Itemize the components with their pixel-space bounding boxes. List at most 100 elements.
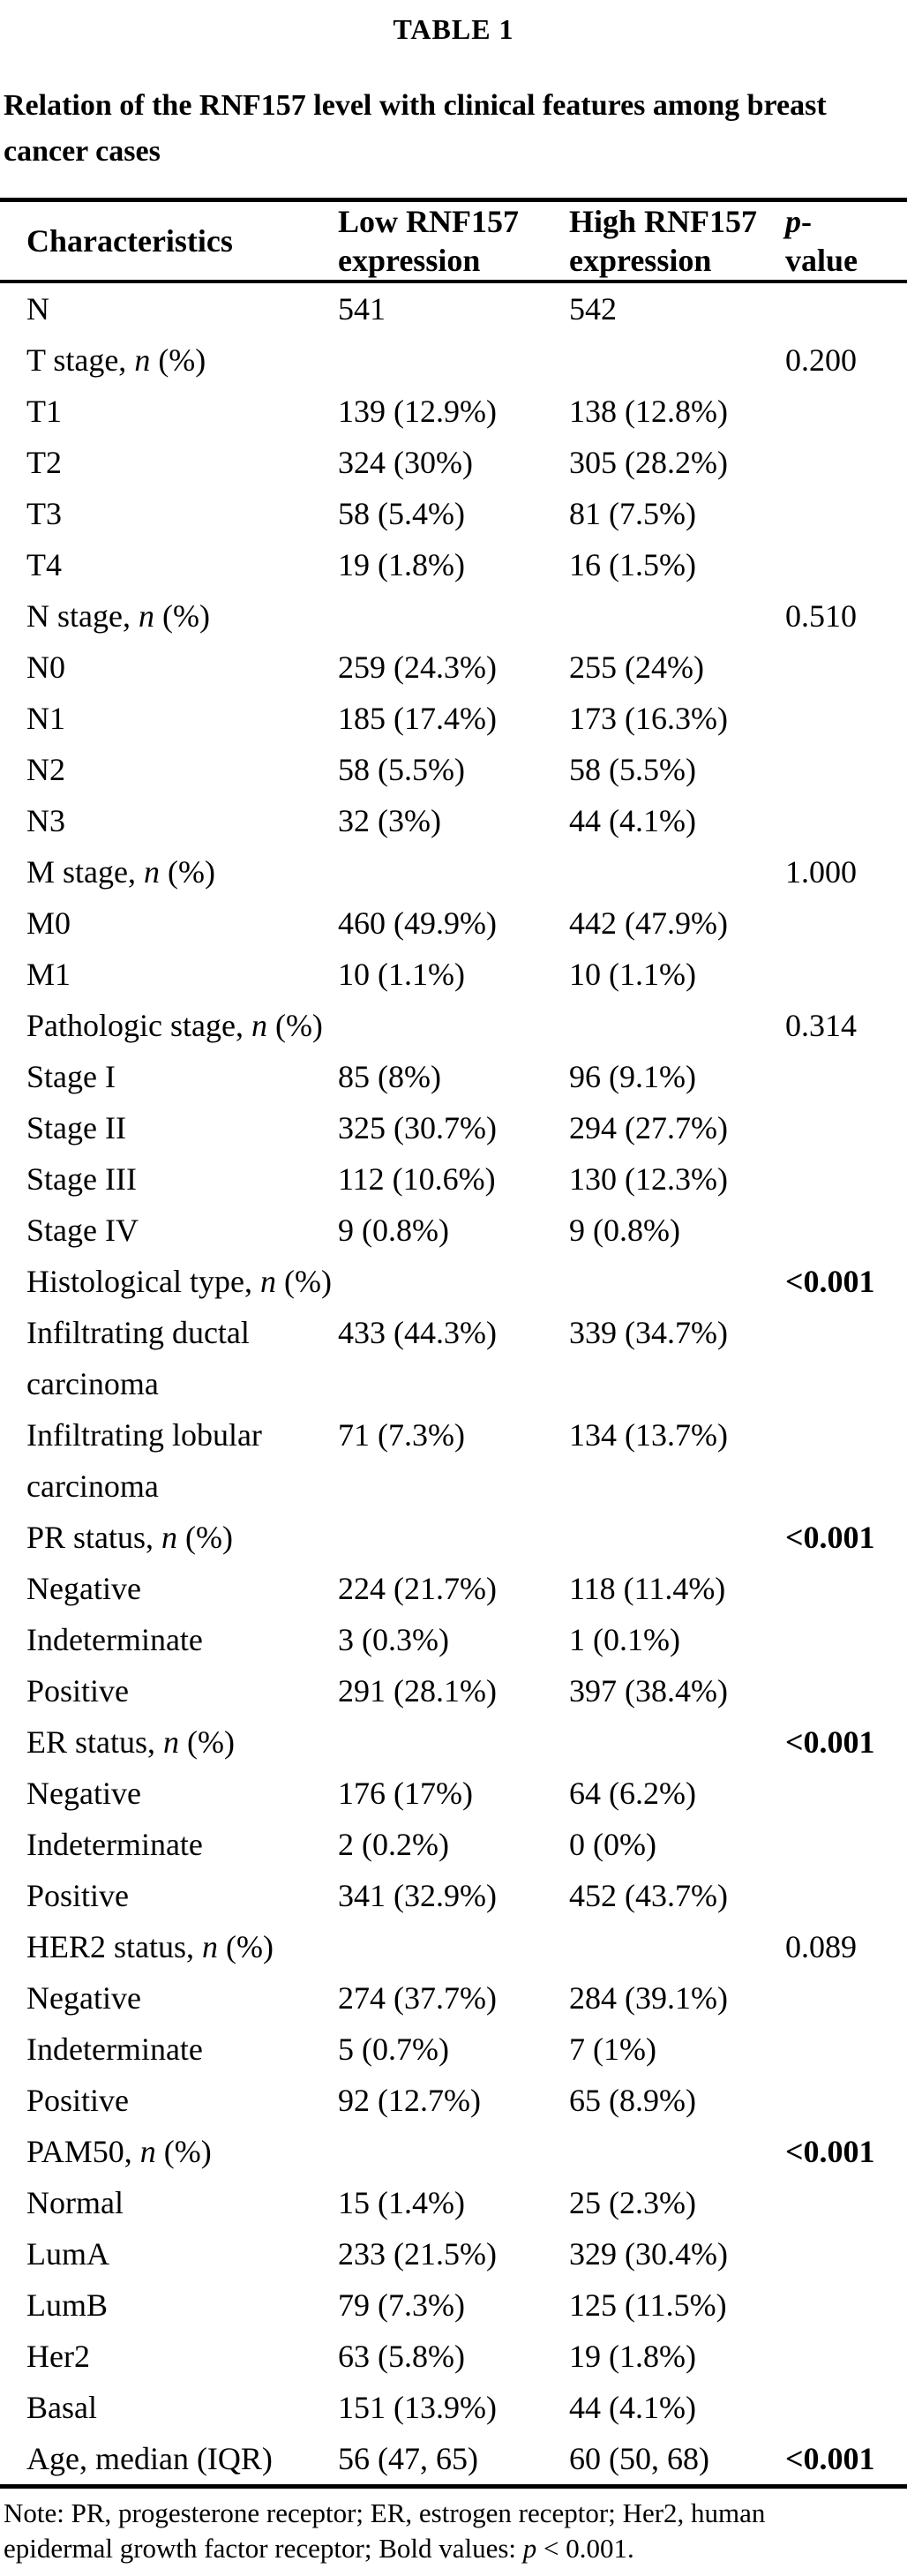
table-row: N0 259 (24.3%) 255 (24%) [0, 642, 907, 693]
row-label: PR status, n (%) [26, 1520, 234, 1555]
table-row: N stage, n (%) 0.510 [0, 590, 907, 642]
row-p-value [785, 386, 907, 437]
row-label: HER2 status, n (%) [26, 1929, 274, 1964]
table-row: Infiltrating ductal carcinoma 433 (44.3%… [0, 1307, 907, 1409]
caption-line-1: Relation of the RNF157 level with clinic… [4, 89, 827, 122]
row-high-value: 339 (34.7%) [569, 1315, 728, 1350]
row-low-value: 291 (28.1%) [338, 1673, 497, 1709]
col-header-high-expression: High RNF157 expression [569, 204, 758, 278]
row-label: M1 [26, 957, 71, 992]
row-high-value [569, 590, 785, 642]
table-row: PR status, n (%) <0.001 [0, 1512, 907, 1563]
table-row: Positive 341 (32.9%) 452 (43.7%) [0, 1870, 907, 1921]
table-label: TABLE 1 [393, 13, 514, 45]
table-row: T stage, n (%) 0.200 [0, 334, 907, 386]
row-high-value [569, 334, 785, 386]
note-italic-p: p [522, 2533, 537, 2564]
row-p-value [785, 1870, 907, 1921]
table-row: T1 139 (12.9%) 138 (12.8%) [0, 386, 907, 437]
row-high-value: 134 (13.7%) [569, 1417, 728, 1453]
row-p-value: 1.000 [785, 854, 857, 890]
row-label: Stage II [26, 1110, 126, 1145]
row-label: N [26, 291, 49, 327]
row-p-value [785, 1819, 907, 1870]
row-high-value: 96 (9.1%) [569, 1059, 696, 1094]
row-label: T2 [26, 445, 62, 480]
row-high-value: 294 (27.7%) [569, 1110, 728, 1145]
table-note: Note: PR, progesterone receptor; ER, est… [0, 2496, 907, 2566]
row-low-value: 15 (1.4%) [338, 2185, 465, 2220]
table-row: N 541 542 [0, 282, 907, 334]
row-high-value: 138 (12.8%) [569, 394, 728, 429]
table-row: Negative 224 (21.7%) 118 (11.4%) [0, 1563, 907, 1614]
clinical-features-table: Characteristics Low RNF157 expression Hig… [0, 198, 907, 2489]
table-row: Indeterminate 3 (0.3%) 1 (0.1%) [0, 1614, 907, 1665]
row-low-value: 224 (21.7%) [338, 1571, 497, 1606]
row-label: N1 [26, 701, 65, 736]
row-p-value [785, 2177, 907, 2228]
table-row: Infiltrating lobular carcinoma 71 (7.3%)… [0, 1409, 907, 1512]
row-high-value: 19 (1.8%) [569, 2339, 696, 2374]
table-row: ER status, n (%) <0.001 [0, 1716, 907, 1768]
row-high-value: 44 (4.1%) [569, 2390, 696, 2425]
row-low-value: 325 (30.7%) [338, 1110, 497, 1145]
row-p-value [785, 1051, 907, 1102]
table-row: Stage II 325 (30.7%) 294 (27.7%) [0, 1102, 907, 1153]
table-row: M1 10 (1.1%) 10 (1.1%) [0, 949, 907, 1000]
row-low-value: 5 (0.7%) [338, 2032, 449, 2067]
row-p-value [785, 897, 907, 949]
table-row: M stage, n (%) 1.000 [0, 846, 907, 897]
row-low-value: 2 (0.2%) [338, 1827, 449, 1862]
row-p-value [785, 2331, 907, 2382]
row-p-value [785, 795, 907, 846]
row-low-value: 185 (17.4%) [338, 701, 497, 736]
row-label: T4 [26, 547, 62, 582]
table-row: Her2 63 (5.8%) 19 (1.8%) [0, 2331, 907, 2382]
row-label: Stage III [26, 1161, 137, 1197]
row-p-value: <0.001 [785, 2134, 875, 2169]
table-caption: Relation of the RNF157 level with clinic… [0, 83, 907, 175]
row-p-value: 0.510 [785, 598, 857, 634]
table-row: Pathologic stage, n (%) 0.314 [0, 1000, 907, 1051]
table-row: N3 32 (3%) 44 (4.1%) [0, 795, 907, 846]
row-label: M stage, n (%) [26, 854, 215, 890]
row-high-value [569, 1512, 785, 1563]
table-row: N1 185 (17.4%) 173 (16.3%) [0, 693, 907, 744]
row-high-value: 60 (50, 68) [569, 2441, 709, 2476]
row-low-value: 541 [338, 291, 386, 327]
row-p-value [785, 282, 907, 334]
row-high-value: 64 (6.2%) [569, 1776, 696, 1811]
row-label: Infiltrating ductal carcinoma [26, 1315, 250, 1401]
row-low-value [338, 334, 569, 386]
row-label: LumB [26, 2287, 109, 2323]
row-label: T3 [26, 496, 62, 531]
row-low-value: 139 (12.9%) [338, 394, 497, 429]
row-p-value [785, 744, 907, 795]
table-row: Basal 151 (13.9%) 44 (4.1%) [0, 2382, 907, 2433]
table-row: Histological type, n (%) <0.001 [0, 1256, 907, 1307]
row-p-value: <0.001 [785, 1724, 875, 1760]
row-high-value: 0 (0%) [569, 1827, 656, 1862]
row-high-value [569, 1000, 785, 1051]
row-p-value [785, 693, 907, 744]
row-p-value: <0.001 [785, 2441, 875, 2476]
row-low-value [338, 590, 569, 642]
row-low-value: 58 (5.4%) [338, 496, 465, 531]
row-p-value [785, 949, 907, 1000]
row-label: Positive [26, 2083, 130, 2118]
row-low-value: 176 (17%) [338, 1776, 473, 1811]
note-line-2: epidermal growth factor receptor; Bold v… [4, 2533, 634, 2564]
table-row: Age, median (IQR) 56 (47, 65) 60 (50, 68… [0, 2433, 907, 2487]
row-high-value: 44 (4.1%) [569, 803, 696, 838]
row-label: N stage, n (%) [26, 598, 210, 634]
table-row: LumA 233 (21.5%) 329 (30.4%) [0, 2228, 907, 2279]
row-p-value [785, 539, 907, 590]
row-p-value [785, 1972, 907, 2024]
row-p-value [785, 1614, 907, 1665]
row-low-value: 58 (5.5%) [338, 752, 465, 787]
row-label: Stage I [26, 1059, 116, 1094]
row-low-value: 9 (0.8%) [338, 1213, 449, 1248]
row-low-value: 10 (1.1%) [338, 957, 465, 992]
row-label: T1 [26, 394, 62, 429]
row-low-value: 3 (0.3%) [338, 1622, 449, 1657]
